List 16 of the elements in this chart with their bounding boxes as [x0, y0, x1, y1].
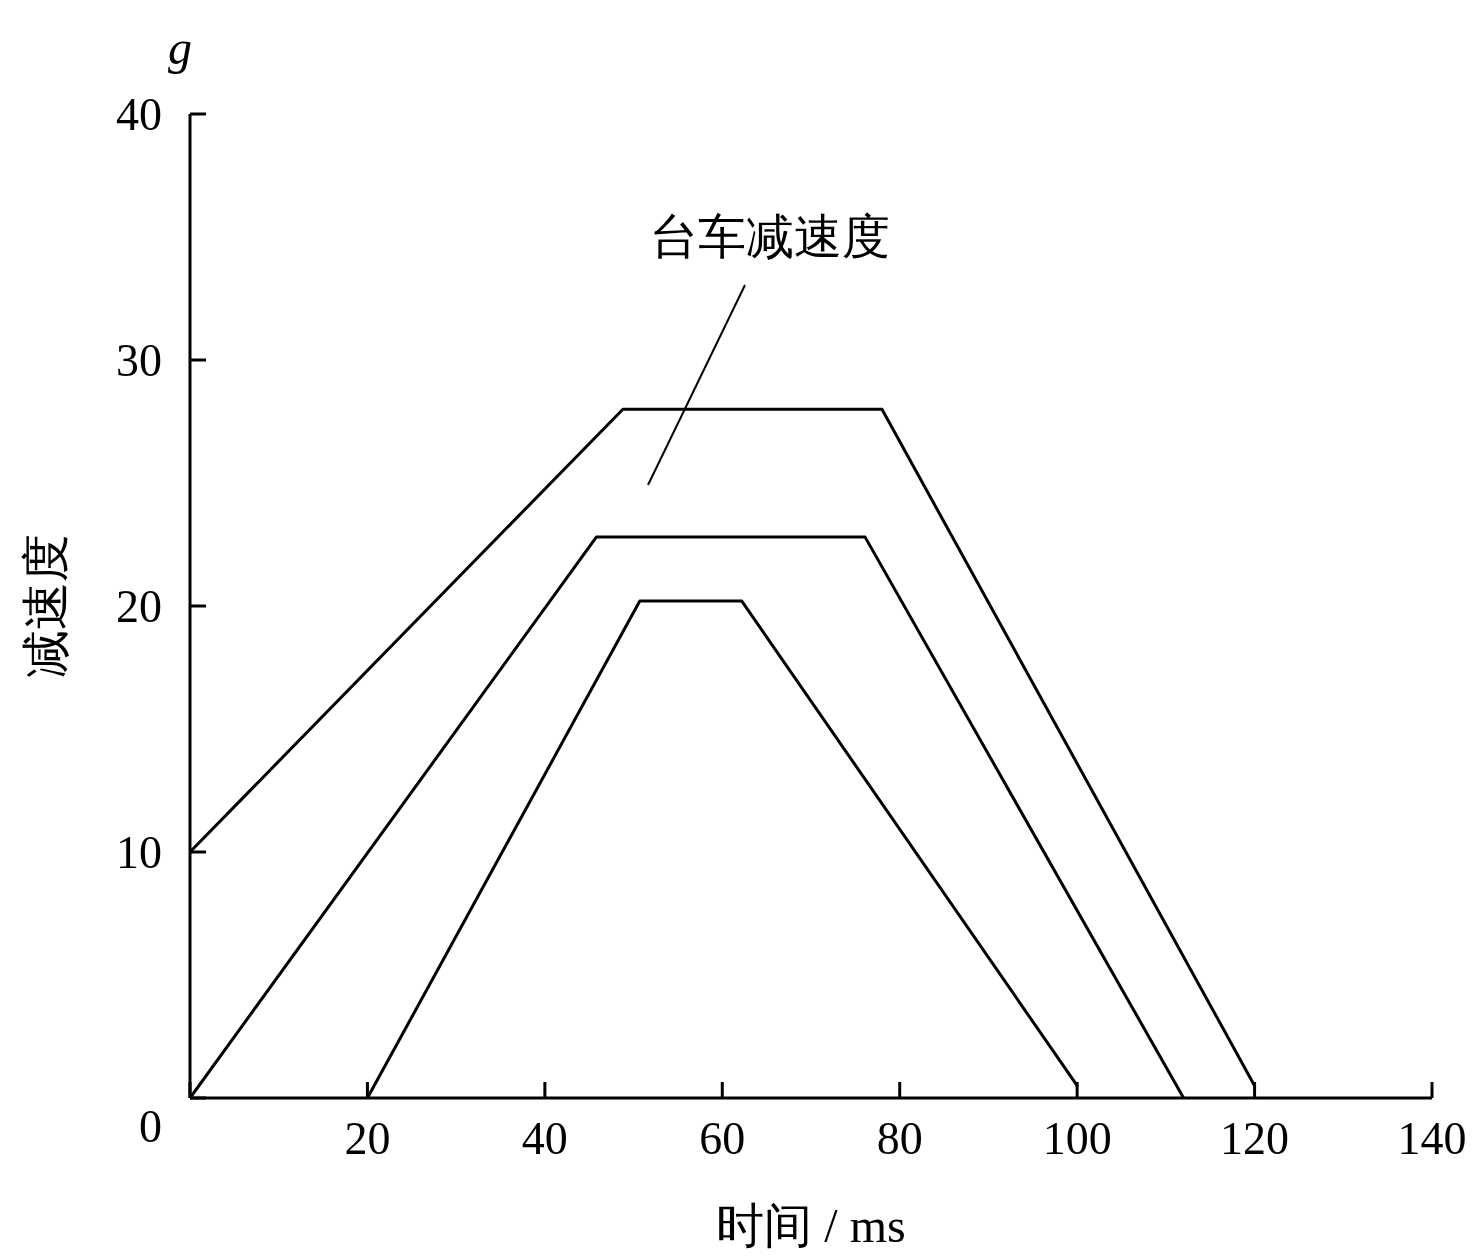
annotation: 台车减速度 [650, 210, 890, 263]
y-axis-title: 减速度 [19, 534, 72, 678]
x-tick-label: 100 [1042, 1113, 1112, 1164]
x-tick-label: 140 [1397, 1113, 1467, 1164]
y-tick-label: 20 [116, 581, 162, 632]
x-axis-title: 时间 / ms [716, 1199, 906, 1252]
x-tick-label: 120 [1220, 1113, 1290, 1164]
x-tick-label: 60 [699, 1113, 746, 1164]
text: g [168, 21, 192, 74]
x-tick-label: 20 [344, 1113, 391, 1164]
y-tick-label: 40 [116, 89, 162, 140]
x-tick-label: 40 [521, 1113, 568, 1164]
y-tick-label: 10 [116, 827, 162, 878]
y-tick-label: 30 [116, 335, 162, 386]
y-tick-label: 0 [139, 1101, 162, 1152]
x-tick-label: 80 [876, 1113, 923, 1164]
